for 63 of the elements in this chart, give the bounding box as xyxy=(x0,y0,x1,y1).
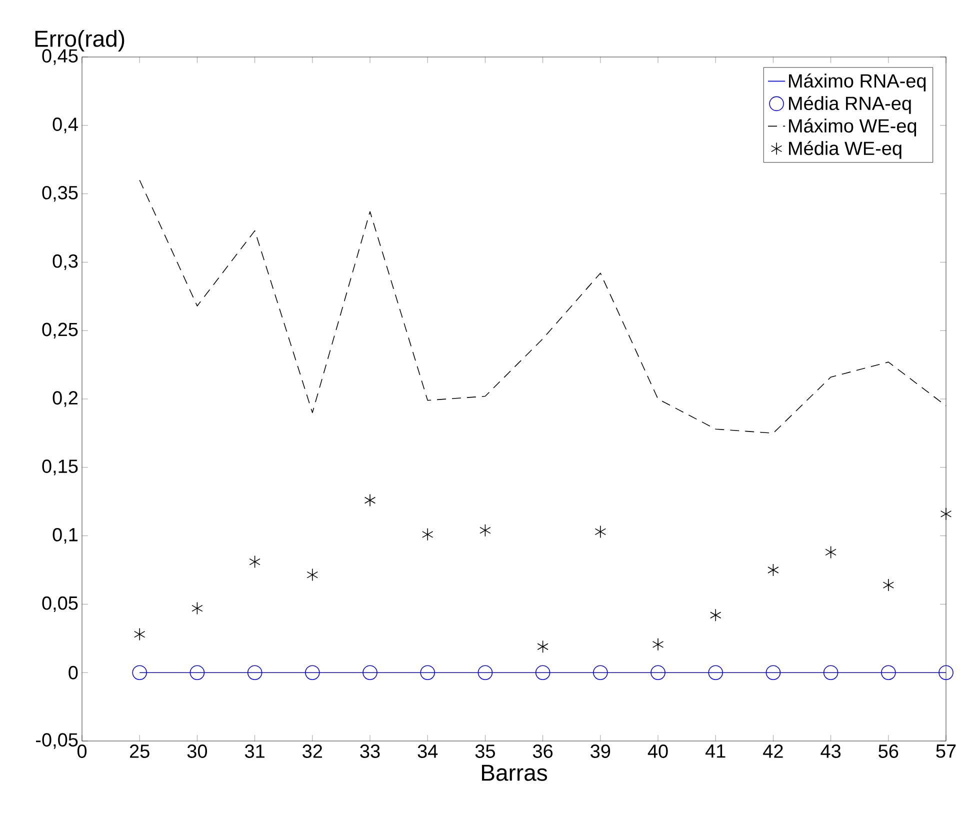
y-tick-label: 0,35 xyxy=(42,186,78,202)
point xyxy=(823,665,838,680)
point xyxy=(537,640,548,654)
point xyxy=(364,494,376,507)
point xyxy=(938,665,954,680)
point xyxy=(825,546,836,559)
y-tick-label: 0,15 xyxy=(42,460,78,476)
x-tick-label: 57 xyxy=(936,744,956,758)
point xyxy=(766,665,781,680)
x-tick-label: 56 xyxy=(878,744,898,758)
y-tick-label: 0,25 xyxy=(42,322,78,338)
point xyxy=(535,665,550,680)
x-axis-title: Barras xyxy=(482,764,548,781)
x-tick-label: 41 xyxy=(705,744,726,758)
point xyxy=(768,564,779,576)
point xyxy=(940,508,952,520)
point xyxy=(650,665,666,680)
x-tick-label: 36 xyxy=(532,744,553,758)
x-tick-label: 25 xyxy=(130,744,150,758)
point xyxy=(134,628,146,641)
point xyxy=(478,665,493,680)
x-tick-label: 33 xyxy=(360,744,380,758)
point xyxy=(652,638,664,651)
y-tick-label: 0,1 xyxy=(52,528,78,544)
x-tick-label: 35 xyxy=(475,744,495,758)
x-tick-label: 43 xyxy=(820,744,841,758)
y-tick-label: 0 xyxy=(68,666,78,680)
point xyxy=(593,665,608,680)
legend-label: Média RNA-eq xyxy=(789,96,911,114)
point xyxy=(306,568,318,582)
y-tick-label: 0,4 xyxy=(52,118,78,134)
x-tick-label: 31 xyxy=(244,744,264,758)
x-tick-label: 40 xyxy=(648,744,668,758)
y-tick-label: 0,45 xyxy=(42,49,78,65)
point xyxy=(192,602,203,615)
point xyxy=(422,528,434,541)
legend-label: Máximo RNA-eq xyxy=(789,73,926,92)
x-tick-label: 39 xyxy=(590,744,610,758)
y-tick-label: 0,2 xyxy=(52,391,78,407)
x-tick-label: 42 xyxy=(763,744,783,758)
x-tick-label: 34 xyxy=(418,744,438,758)
y-axis-title: Erro(rad) xyxy=(35,30,124,52)
x-tick-label: 30 xyxy=(187,744,208,758)
point xyxy=(190,665,205,680)
y-tick-label: 0,3 xyxy=(52,254,78,270)
point xyxy=(362,665,378,680)
point xyxy=(132,665,147,680)
y-tick-label: -0,05 xyxy=(36,733,78,749)
point xyxy=(249,555,260,568)
y-tick-label: 0,05 xyxy=(42,596,78,612)
x-tick-label: 32 xyxy=(302,744,322,758)
x-tick-label: 0 xyxy=(77,744,87,758)
point xyxy=(420,665,436,680)
point xyxy=(881,665,896,680)
point xyxy=(710,608,722,622)
point xyxy=(247,665,262,680)
point xyxy=(594,525,606,538)
legend-label: Máximo WE-eq xyxy=(789,118,916,136)
point xyxy=(882,578,894,592)
point xyxy=(480,524,491,537)
legend-label: Média WE-eq xyxy=(789,140,902,159)
point xyxy=(305,665,320,680)
point xyxy=(708,665,724,680)
